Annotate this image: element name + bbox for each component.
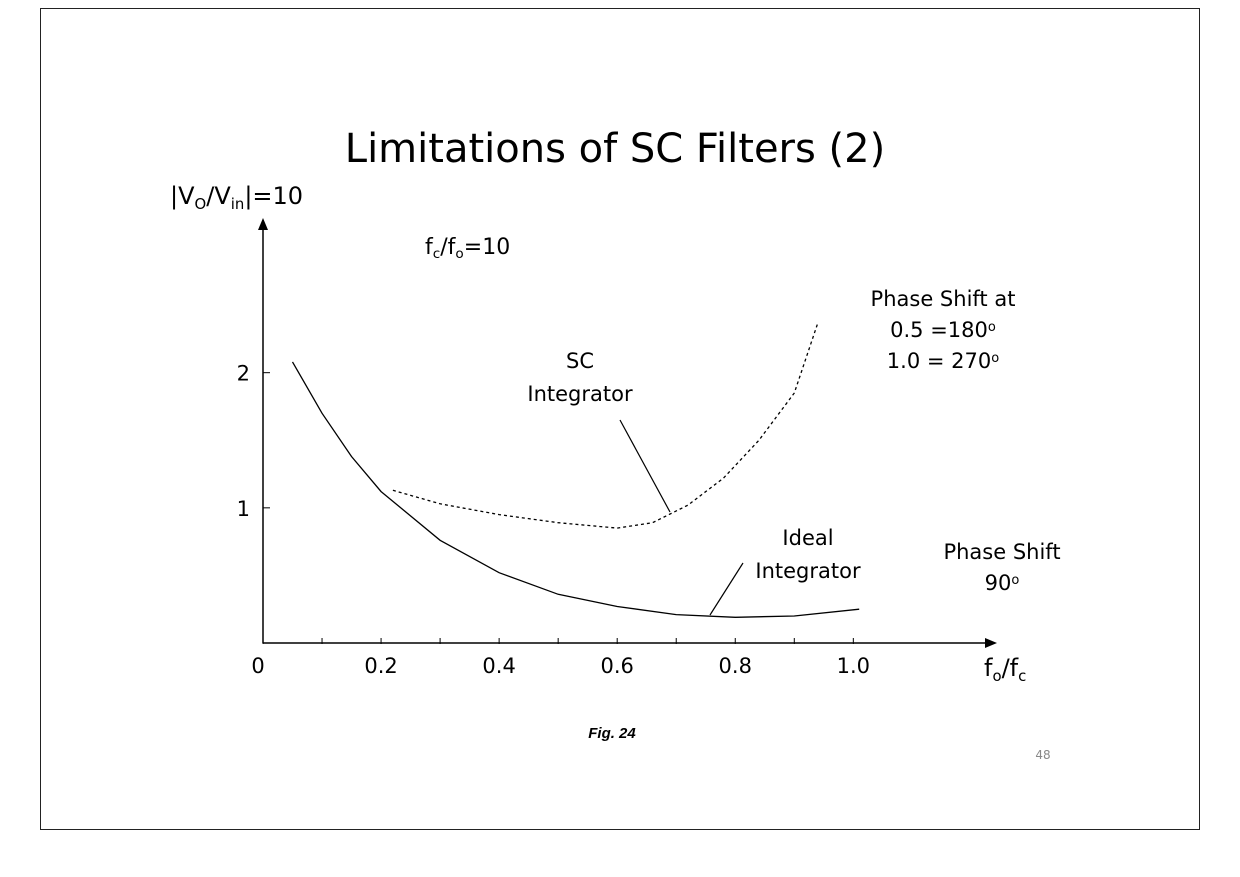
x-tick-label: 0 (251, 654, 264, 678)
phase-note-part: o (988, 320, 996, 335)
slide-frame (40, 8, 1200, 830)
y-axis-label-part: |V (170, 182, 195, 210)
x-axis-arrow (985, 638, 997, 648)
page-number: 48 (1035, 748, 1050, 762)
y-axis-label-part: O (195, 195, 207, 213)
phase-note: 90o (985, 571, 1020, 595)
y-tick-label: 2 (237, 362, 250, 386)
y-axis-arrow (258, 218, 268, 230)
x-tick-label: 0.2 (364, 654, 397, 678)
ideal-pointer (709, 562, 744, 616)
x-axis-label: fo/fc (984, 654, 1026, 685)
x-tick-label: 1.0 (837, 654, 870, 678)
y-axis-label-part: in (231, 195, 245, 213)
y-tick-label: 1 (237, 497, 250, 521)
y-axis-label-part: |=10 (244, 182, 303, 210)
x-axis-label-part: o (992, 667, 1001, 685)
ratio-note-part: o (455, 246, 463, 262)
ratio-note-part: f (425, 235, 434, 260)
slide-title: Limitations of SC Filters (2) (345, 126, 885, 172)
ratio-note: fc/fo=10 (425, 235, 510, 262)
ratio-note-part: =10 (464, 235, 510, 260)
phase-note-part: o (991, 351, 999, 366)
y-axis-label: |VO/Vin|=10 (170, 182, 303, 213)
phase-note-part: 1.0 = 270 (887, 349, 991, 373)
phase-note-part: Phase Shift at (871, 287, 1016, 311)
phase-note: 0.5 =180o (890, 318, 996, 342)
phase-note: Phase Shift at (871, 287, 1016, 311)
sc-pointer (619, 419, 671, 513)
phase-note: Phase Shift (943, 540, 1060, 564)
y-axis-label-part: /V (206, 182, 231, 210)
ratio-note-part: /f (440, 235, 456, 260)
x-axis-label-part: f (984, 654, 993, 682)
x-tick-label: 0.8 (719, 654, 752, 678)
phase-note-part: o (1011, 573, 1019, 588)
phase-note-part: 0.5 =180 (890, 318, 988, 342)
phase-note-part: Phase Shift (943, 540, 1060, 564)
ratio-note-part: c (433, 246, 441, 262)
curve (291, 361, 860, 618)
phase-note-part: 90 (985, 571, 1012, 595)
phase-note: 1.0 = 270o (887, 349, 999, 373)
x-axis-label-part: c (1018, 667, 1026, 685)
curve-label: Ideal (782, 526, 833, 550)
figure-caption: Fig. 24 (588, 725, 636, 742)
x-tick-label: 0.6 (600, 654, 633, 678)
curve-label: Integrator (755, 559, 861, 583)
curve-label: SC (566, 349, 594, 373)
curve-label: Integrator (527, 382, 633, 406)
x-axis-label-part: /f (1002, 654, 1019, 682)
x-tick-label: 0.4 (482, 654, 515, 678)
